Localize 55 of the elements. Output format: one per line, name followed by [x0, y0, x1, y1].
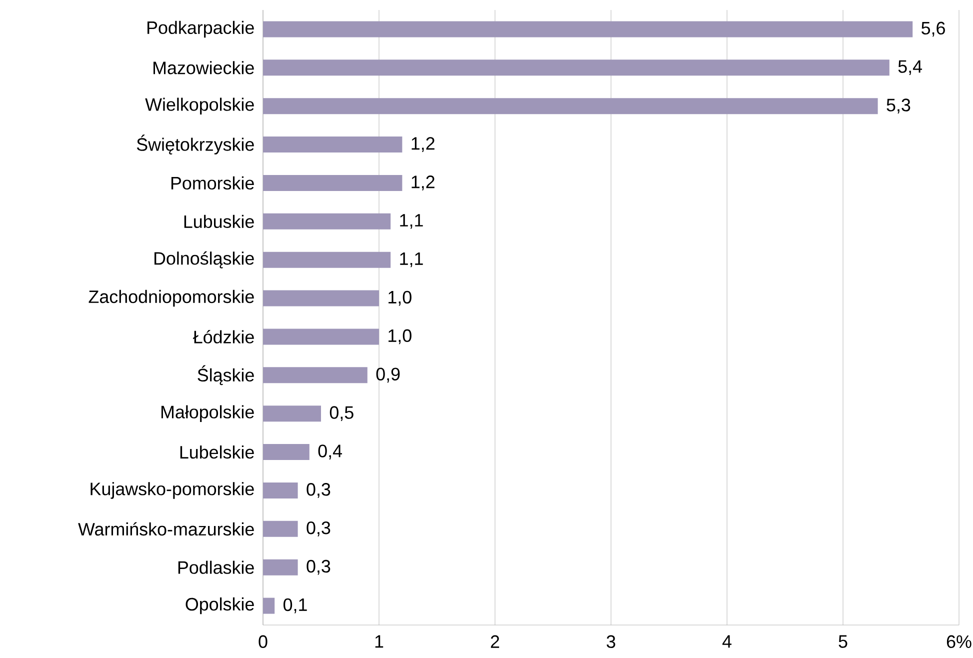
y-tick-label: Warmińsko-mazurskie — [78, 522, 254, 536]
data-label: 0,3 — [306, 560, 330, 575]
y-tick-label: Zachodniopomorskie — [88, 290, 254, 307]
data-label: 1,2 — [412, 176, 434, 190]
bar — [263, 60, 890, 76]
y-tick-label: Dolnośląskie — [154, 251, 254, 268]
bar — [263, 136, 402, 153]
data-label: 1,0 — [388, 329, 412, 344]
y-tick-label: Małopolskie — [161, 405, 254, 422]
bar — [263, 559, 298, 576]
y-tick-label: Podkarpackie — [148, 20, 254, 38]
x-tick-label: 0 — [258, 635, 268, 648]
y-tick-label: Śląskie — [198, 365, 254, 386]
x-tick-label: 3 — [606, 635, 616, 648]
data-label: 0,4 — [318, 444, 342, 460]
data-label: 1,0 — [388, 290, 412, 306]
bar — [263, 98, 878, 114]
bar — [263, 213, 391, 230]
data-label: 0,3 — [306, 521, 330, 536]
data-label: 1,1 — [400, 214, 423, 229]
y-tick-label: Mazowieckie — [154, 61, 254, 74]
data-label: 5,3 — [886, 98, 910, 114]
data-label: 0,1 — [284, 598, 307, 614]
bar — [263, 21, 913, 38]
bar — [263, 406, 321, 422]
bar — [263, 252, 391, 268]
bar — [263, 482, 298, 498]
y-tick-label: Lubuskie — [184, 214, 254, 228]
y-tick-label: Podlaskie — [178, 560, 254, 574]
x-tick-label: 2 — [490, 635, 500, 648]
y-tick-label: Łódzkie — [193, 330, 254, 344]
data-label: 1,1 — [400, 252, 423, 268]
y-tick-label: Lubelskie — [180, 445, 254, 459]
data-label: 0,5 — [330, 406, 354, 422]
bar — [263, 328, 379, 345]
y-tick-label: Świętokrzyskie — [136, 134, 254, 154]
data-label: 0,9 — [376, 368, 400, 383]
bar — [263, 367, 368, 384]
x-tick-label: 5 — [838, 635, 848, 648]
bar — [263, 444, 310, 460]
bar — [263, 520, 298, 537]
x-tick-label: 4 — [722, 635, 732, 648]
x-tick-label: 1 — [375, 635, 384, 648]
data-label: 5,6 — [922, 22, 945, 37]
bar — [263, 290, 379, 306]
data-label: 0,3 — [306, 483, 330, 498]
bar — [263, 598, 275, 614]
y-tick-label: Opolskie — [186, 597, 254, 614]
x-tick-label: 6% — [946, 635, 972, 648]
y-tick-label: Kujawsko-pomorskie — [90, 482, 254, 499]
y-tick-label: Pomorskie — [171, 176, 254, 190]
y-tick-label: Wielkopolskie — [145, 98, 254, 114]
bar — [263, 174, 402, 191]
data-label: 1,2 — [412, 137, 434, 152]
data-label: 5,4 — [898, 60, 922, 75]
